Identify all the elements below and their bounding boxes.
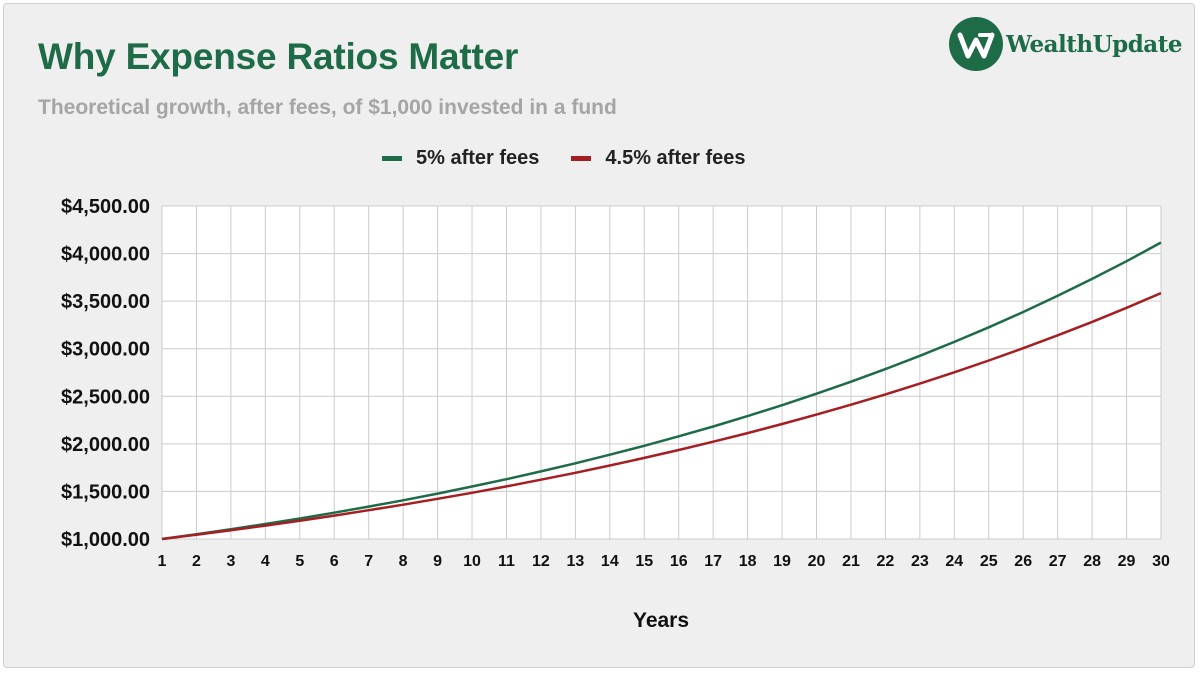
y-tick-label: $3,500.00 bbox=[61, 291, 150, 313]
chart-title: Why Expense Ratios Matter bbox=[38, 36, 519, 77]
brand-name: WealthUpdate bbox=[1006, 30, 1182, 58]
y-tick-label: $4,000.00 bbox=[61, 244, 150, 266]
chart-legend: 5% after fees 4.5% after fees bbox=[382, 146, 777, 170]
y-tick-label: $1,000.00 bbox=[61, 529, 150, 551]
x-tick-label: 17 bbox=[704, 553, 722, 570]
chart-series bbox=[161, 241, 1162, 541]
series-line-5pct bbox=[161, 241, 1162, 541]
legend-label-5pct: 5% after fees bbox=[416, 146, 540, 169]
legend-label-4-5pct: 4.5% after fees bbox=[605, 146, 746, 169]
x-tick-label: 24 bbox=[945, 553, 963, 570]
y-axis-ticks: $1,000.00 $1,500.00 $2,000.00 $2,500.00 $3,0… bbox=[61, 196, 150, 551]
x-tick-label: 11 bbox=[498, 553, 515, 570]
x-tick-label: 12 bbox=[532, 553, 550, 570]
x-tick-label: 13 bbox=[566, 553, 584, 570]
x-tick-label: 2 bbox=[192, 553, 201, 570]
x-tick-label: 4 bbox=[261, 553, 270, 570]
x-axis-ticks: 1 2 3 4 5 6 7 8 9 10 11 12 13 14 15 16 17 18 19 20 21 22 23 24 2… bbox=[158, 553, 1170, 570]
y-tick-label: $2,500.00 bbox=[61, 386, 150, 408]
x-tick-label: 25 bbox=[980, 553, 998, 570]
x-tick-label: 19 bbox=[773, 553, 791, 570]
wealthupdate-w-logo-icon bbox=[949, 17, 1003, 71]
x-tick-label: 7 bbox=[364, 553, 373, 570]
x-tick-label: 5 bbox=[295, 553, 304, 570]
series-line-4-5pct bbox=[161, 291, 1162, 541]
x-tick-label: 29 bbox=[1118, 553, 1136, 570]
legend-item-5pct: 5% after fees bbox=[382, 147, 539, 170]
plot-area bbox=[162, 206, 1161, 539]
x-tick-label: 15 bbox=[635, 553, 653, 570]
x-tick-label: 6 bbox=[330, 553, 339, 570]
legend-swatch-5pct bbox=[382, 155, 402, 161]
x-tick-label: 27 bbox=[1049, 553, 1067, 570]
x-tick-label: 1 bbox=[158, 553, 167, 570]
y-tick-label: $1,500.00 bbox=[61, 481, 150, 503]
chart-grid bbox=[161, 205, 1162, 540]
x-tick-label: 3 bbox=[226, 553, 235, 570]
x-tick-label: 16 bbox=[670, 553, 688, 570]
x-tick-label: 22 bbox=[877, 553, 895, 570]
x-tick-label: 9 bbox=[433, 553, 442, 570]
y-tick-label: $2,000.00 bbox=[61, 434, 150, 456]
x-tick-label: 26 bbox=[1014, 553, 1032, 570]
x-axis-label: Years bbox=[633, 609, 689, 632]
x-tick-label: 28 bbox=[1083, 553, 1101, 570]
x-tick-label: 10 bbox=[463, 553, 481, 570]
chart-subtitle: Theoretical growth, after fees, of $1,00… bbox=[38, 96, 617, 119]
x-tick-label: 18 bbox=[739, 553, 757, 570]
y-tick-label: $3,000.00 bbox=[61, 339, 150, 361]
legend-swatch-4-5pct bbox=[571, 155, 592, 161]
x-tick-label: 23 bbox=[911, 553, 929, 570]
brand-logo: WealthUpdate bbox=[948, 16, 1182, 72]
x-tick-label: 21 bbox=[842, 553, 860, 570]
x-tick-label: 30 bbox=[1152, 553, 1170, 570]
x-tick-label: 20 bbox=[808, 553, 826, 570]
x-tick-label: 14 bbox=[601, 553, 619, 570]
y-tick-label: $4,500.00 bbox=[61, 196, 150, 218]
legend-item-4-5pct: 4.5% after fees bbox=[571, 147, 745, 170]
x-tick-label: 8 bbox=[399, 553, 408, 570]
